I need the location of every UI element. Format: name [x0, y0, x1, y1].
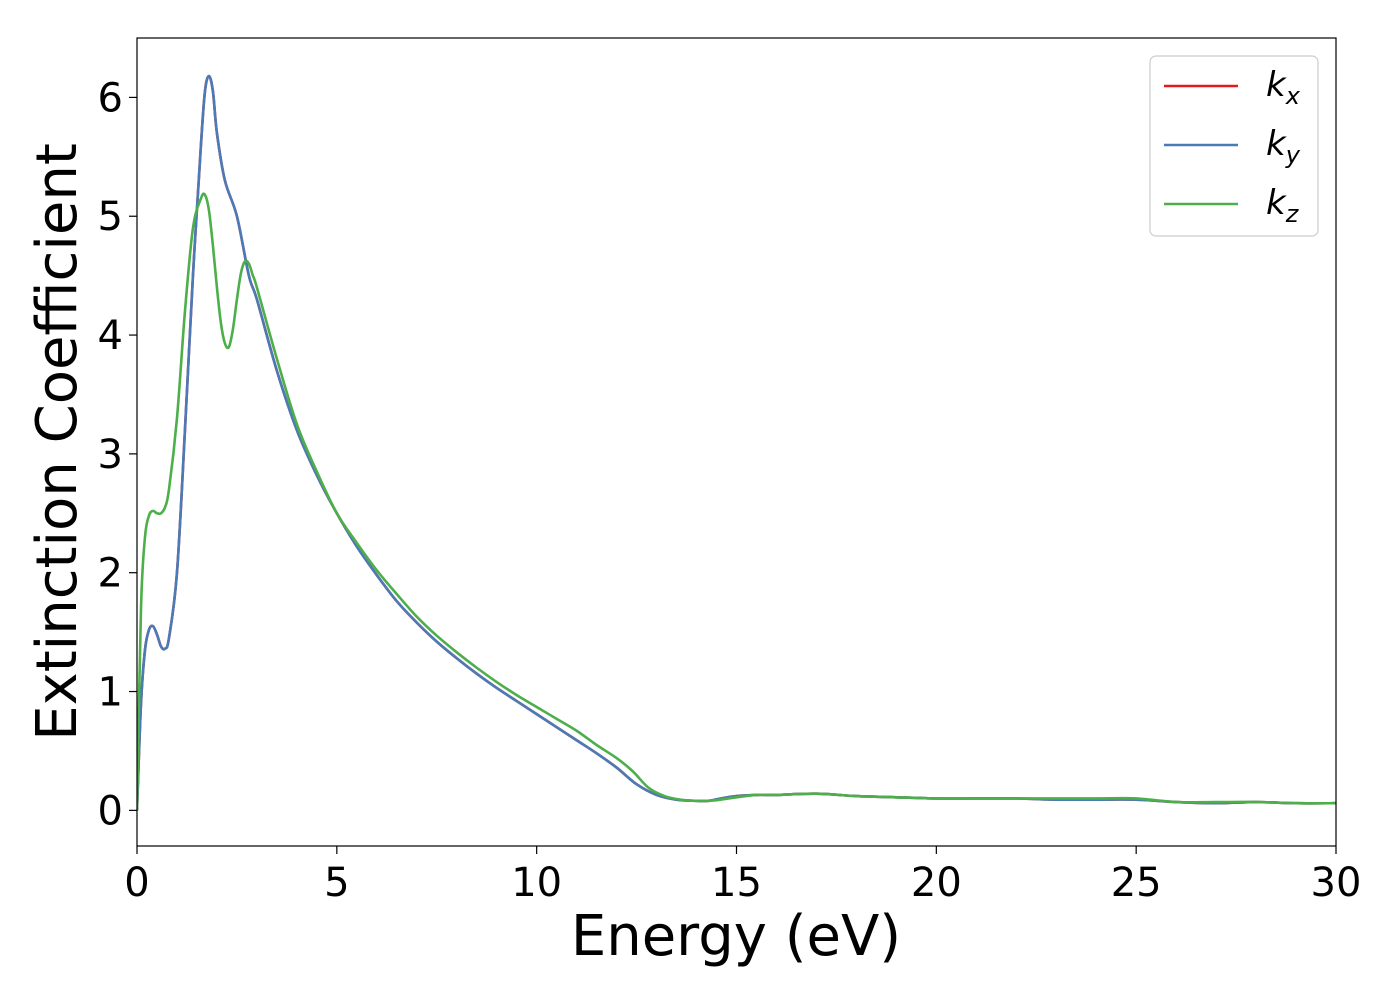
x-tick-label: 0	[124, 860, 149, 906]
y-tick-label: 4	[98, 313, 123, 359]
x-tick-label: 30	[1311, 860, 1362, 906]
series-layer	[137, 74, 1336, 811]
x-tick-label: 15	[711, 860, 762, 906]
series-line-z	[137, 192, 1336, 811]
x-tick-label: 25	[1111, 860, 1162, 906]
y-axis-title: Extinction Coefficient	[25, 143, 90, 741]
y-axis: 0 1 2 3 4 5 6	[98, 75, 137, 834]
y-tick-label: 6	[98, 75, 123, 121]
y-tick-label: 1	[98, 670, 123, 716]
y-tick-label: 3	[98, 432, 123, 478]
x-tick-label: 20	[911, 860, 962, 906]
x-axis-title: Energy (eV)	[571, 904, 901, 969]
y-tick-label: 5	[98, 194, 123, 240]
x-tick-label: 5	[324, 860, 349, 906]
y-tick-label: 0	[98, 788, 123, 834]
x-axis: 0 5 10 15 20 25 30	[124, 846, 1361, 906]
x-tick-label: 10	[511, 860, 562, 906]
y-tick-label: 2	[98, 551, 123, 597]
